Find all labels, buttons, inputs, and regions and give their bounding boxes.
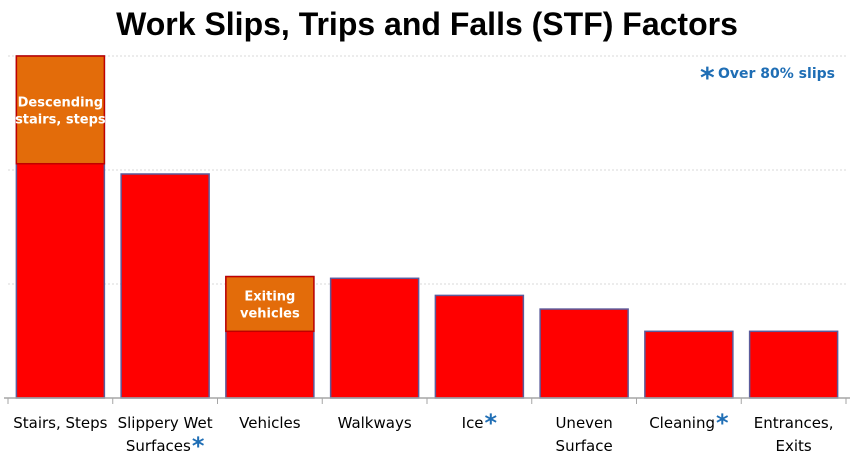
highlight-segment bbox=[15, 55, 106, 165]
legend-text: Over 80% slips bbox=[718, 66, 835, 82]
x-tick-label: Cleaning* bbox=[649, 409, 729, 437]
highlight-label: vehicles bbox=[240, 306, 300, 321]
bar bbox=[539, 308, 629, 399]
highlight-label: Descending bbox=[18, 95, 103, 110]
x-tick-label: Vehicles bbox=[239, 414, 301, 432]
bar bbox=[329, 277, 420, 399]
bar bbox=[434, 294, 525, 399]
x-tick-labels: Stairs, Steps Slippery Wet Surfaces* Vehicl… bbox=[13, 409, 833, 458]
x-tick-label: Ice* bbox=[462, 409, 498, 437]
star-marker: * bbox=[192, 432, 205, 458]
highlight-label: Exiting bbox=[244, 289, 295, 304]
x-tick-label: Uneven Surface bbox=[555, 414, 612, 455]
star-marker: * bbox=[716, 409, 729, 437]
bar bbox=[644, 330, 734, 399]
bar bbox=[120, 173, 210, 399]
x-tick-label: Stairs, Steps bbox=[13, 414, 107, 432]
highlight-label: stairs, steps bbox=[15, 112, 106, 127]
bars: Descending stairs, steps Exiting vehicles bbox=[15, 55, 839, 399]
x-tick-label: Entrances, Exits bbox=[754, 414, 834, 455]
legend: * Over 80% slips bbox=[700, 61, 835, 94]
legend-star-icon: * bbox=[700, 61, 715, 94]
x-tick-label: Walkways bbox=[338, 414, 412, 432]
chart-title: Work Slips, Trips and Falls (STF) Factor… bbox=[116, 6, 738, 42]
x-tick-label: Slippery Wet Surfaces* bbox=[118, 414, 213, 458]
highlight-segment bbox=[225, 275, 315, 333]
x-axis bbox=[4, 397, 850, 404]
bar bbox=[748, 330, 839, 399]
star-marker: * bbox=[485, 409, 498, 437]
